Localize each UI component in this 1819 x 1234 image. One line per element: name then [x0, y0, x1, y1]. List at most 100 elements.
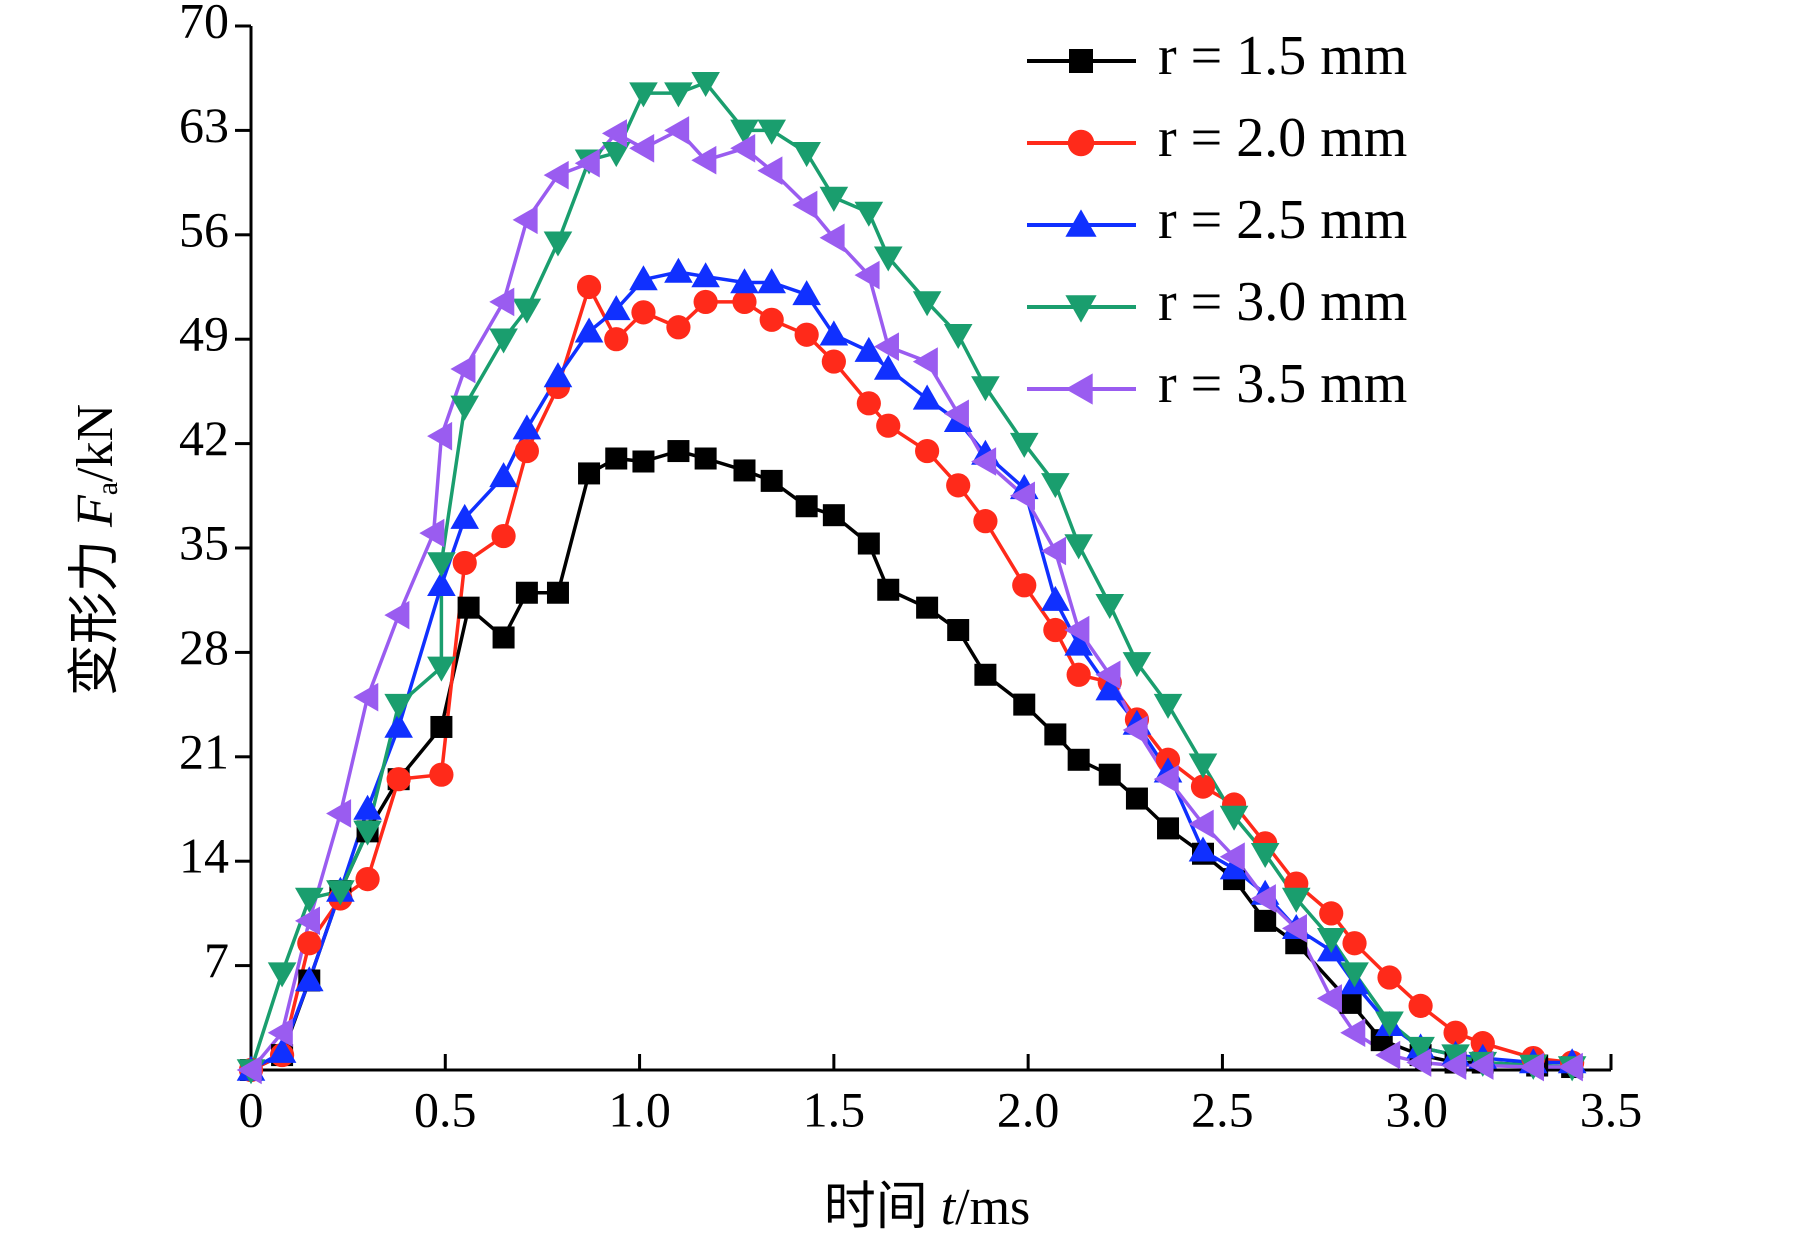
- data-point: [1316, 928, 1346, 954]
- data-point: [491, 523, 516, 549]
- data-point: [1408, 993, 1433, 1018]
- data-point: [819, 223, 845, 253]
- data-point: [1406, 1036, 1435, 1062]
- data-point: [1095, 660, 1121, 690]
- data-point: [943, 399, 969, 429]
- data-point: [664, 257, 693, 283]
- data-point: [1043, 617, 1068, 643]
- data-point: [1281, 914, 1307, 943]
- data-point: [267, 1018, 293, 1048]
- data-point: [419, 518, 445, 548]
- data-point: [578, 462, 601, 485]
- y-tick-label: 21: [179, 723, 229, 779]
- data-point: [1013, 693, 1036, 716]
- data-point: [854, 201, 884, 227]
- data-point: [1064, 630, 1093, 656]
- data-point: [691, 71, 720, 97]
- x-tick-label: 0: [239, 1081, 264, 1137]
- data-point: [1443, 1020, 1468, 1045]
- data-point: [1009, 432, 1039, 458]
- data-point: [947, 619, 970, 642]
- data-point: [1095, 675, 1125, 701]
- data-point: [1009, 481, 1035, 511]
- legend-marker: [1065, 373, 1093, 405]
- y-axis-label: 变形力 Fa/kN: [67, 404, 124, 696]
- data-point: [1122, 652, 1152, 678]
- data-point: [294, 887, 324, 913]
- x-tick-label: 1.0: [608, 1081, 671, 1137]
- x-label-text: 时间: [824, 1179, 928, 1234]
- data-point: [326, 799, 352, 828]
- data-point: [427, 421, 453, 451]
- data-point: [450, 354, 476, 384]
- data-point: [1064, 615, 1090, 645]
- legend-label: r = 1.5 mm: [1158, 25, 1407, 87]
- data-point: [1375, 1011, 1404, 1037]
- data-point: [294, 966, 324, 992]
- data-point: [601, 295, 631, 321]
- data-point: [821, 349, 846, 374]
- data-point: [876, 413, 901, 438]
- data-point: [1406, 1048, 1432, 1077]
- data-point: [353, 794, 382, 820]
- data-point: [873, 246, 903, 272]
- y-label-text: 变形力: [67, 540, 124, 696]
- data-point: [1190, 774, 1216, 799]
- data-point: [757, 119, 786, 145]
- data-point: [873, 354, 903, 380]
- data-point: [873, 332, 899, 361]
- data-point: [1122, 715, 1148, 745]
- y-label-subscript: a: [91, 482, 124, 495]
- data-point: [384, 712, 413, 738]
- data-point: [450, 395, 480, 421]
- data-point: [1153, 693, 1183, 719]
- data-point: [792, 190, 818, 220]
- x-tick-label: 0.5: [414, 1081, 477, 1137]
- data-point: [267, 962, 297, 988]
- data-point: [1064, 534, 1093, 560]
- data-point: [1518, 1052, 1545, 1082]
- x-tick-label: 2.0: [997, 1081, 1060, 1137]
- legend-label: r = 3.0 mm: [1158, 271, 1407, 333]
- y-tick-label: 56: [179, 201, 229, 257]
- data-point: [1375, 1040, 1401, 1070]
- data-point: [236, 1055, 262, 1085]
- data-point: [1441, 1044, 1470, 1070]
- data-point: [819, 186, 849, 212]
- data-point: [492, 626, 515, 649]
- data-point: [792, 280, 821, 306]
- data-point: [757, 156, 783, 185]
- data-point: [1340, 962, 1369, 988]
- legend-marker: [1065, 295, 1097, 323]
- data-point: [1219, 854, 1249, 880]
- data-point: [629, 265, 658, 291]
- legend-marker: [1065, 209, 1097, 237]
- y-tick-label: 14: [179, 828, 229, 884]
- data-point: [430, 715, 453, 738]
- data-point: [1250, 884, 1276, 913]
- y-tick-label: 28: [179, 619, 229, 675]
- data-point: [794, 322, 819, 347]
- data-point: [489, 328, 518, 354]
- data-point: [452, 550, 477, 576]
- data-point: [574, 317, 604, 343]
- data-point: [971, 376, 1000, 402]
- y-label-unit: /kN: [67, 404, 124, 482]
- legend-label: r = 3.5 mm: [1158, 353, 1407, 415]
- data-point: [691, 145, 717, 175]
- data-point: [1316, 984, 1342, 1013]
- data-point: [1157, 817, 1180, 840]
- data-point: [1470, 1031, 1495, 1056]
- data-point: [856, 391, 881, 416]
- data-point: [576, 274, 602, 300]
- data-point: [1188, 836, 1218, 862]
- data-point: [912, 347, 938, 376]
- data-point: [631, 300, 656, 325]
- data-point: [1254, 909, 1277, 932]
- y-tick-label: 63: [179, 97, 229, 153]
- x-tick-label: 2.5: [1191, 1081, 1254, 1137]
- data-point: [822, 504, 845, 527]
- data-point: [297, 931, 322, 956]
- data-point: [664, 82, 693, 108]
